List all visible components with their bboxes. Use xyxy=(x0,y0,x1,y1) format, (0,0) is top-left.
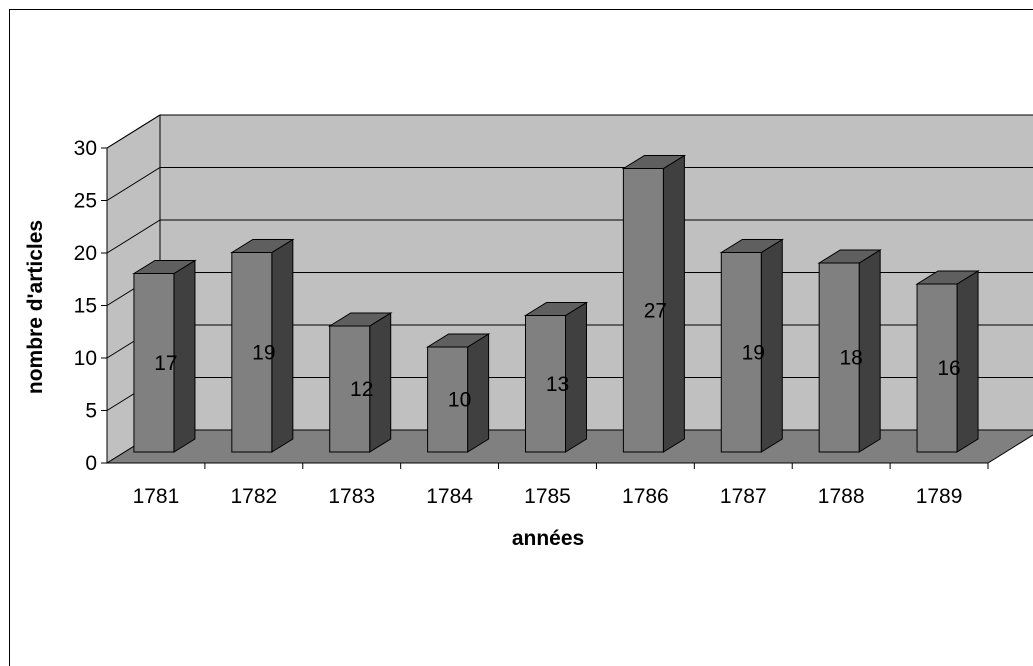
bar xyxy=(133,273,175,453)
y-tick-label: 30 xyxy=(74,137,97,160)
chart-frame xyxy=(9,9,1033,666)
gridline xyxy=(106,114,1033,149)
bar xyxy=(427,346,469,453)
data-label: 10 xyxy=(448,389,471,412)
y-tick-label: 10 xyxy=(74,347,97,370)
data-label: 17 xyxy=(154,352,177,375)
x-tick-label: 1788 xyxy=(818,485,865,508)
x-tick-label: 1789 xyxy=(916,485,963,508)
x-axis-title: années xyxy=(512,527,584,550)
y-tick-label: 5 xyxy=(85,400,97,423)
x-tick-label: 1783 xyxy=(328,485,375,508)
data-label: 18 xyxy=(839,347,862,370)
bar xyxy=(622,168,664,453)
x-tick-label: 1786 xyxy=(622,485,669,508)
x-tick-label: 1787 xyxy=(720,485,767,508)
bars xyxy=(132,154,980,453)
x-tick-label: 1784 xyxy=(426,485,473,508)
y-axis-title: nombre d'articles xyxy=(24,220,47,394)
bar xyxy=(720,252,762,453)
bar xyxy=(916,283,958,453)
data-label: 13 xyxy=(546,373,569,396)
data-label: 12 xyxy=(350,378,373,401)
y-tick-label: 20 xyxy=(74,242,97,265)
gridline xyxy=(106,167,1033,201)
x-tick-label: 1781 xyxy=(133,485,180,508)
x-tick-label: 1782 xyxy=(230,485,277,508)
x-tick-label: 1785 xyxy=(524,485,571,508)
bar xyxy=(818,262,860,453)
data-label: 16 xyxy=(937,357,960,380)
axes xyxy=(101,147,989,469)
labels: 0 5 10 15 20 25 30 17 1781 19 1782 12 1783 10 1784 13 17… xyxy=(74,137,963,508)
bar xyxy=(231,252,273,453)
data-label: 27 xyxy=(644,299,667,322)
bar xyxy=(525,315,566,453)
y-tick-label: 15 xyxy=(74,295,97,318)
y-tick-label: 0 xyxy=(85,452,97,475)
y-tick-label: 25 xyxy=(74,190,97,213)
bar xyxy=(329,325,371,453)
data-label: 19 xyxy=(252,341,275,364)
gridline xyxy=(106,219,1033,254)
data-label: 19 xyxy=(742,341,765,364)
